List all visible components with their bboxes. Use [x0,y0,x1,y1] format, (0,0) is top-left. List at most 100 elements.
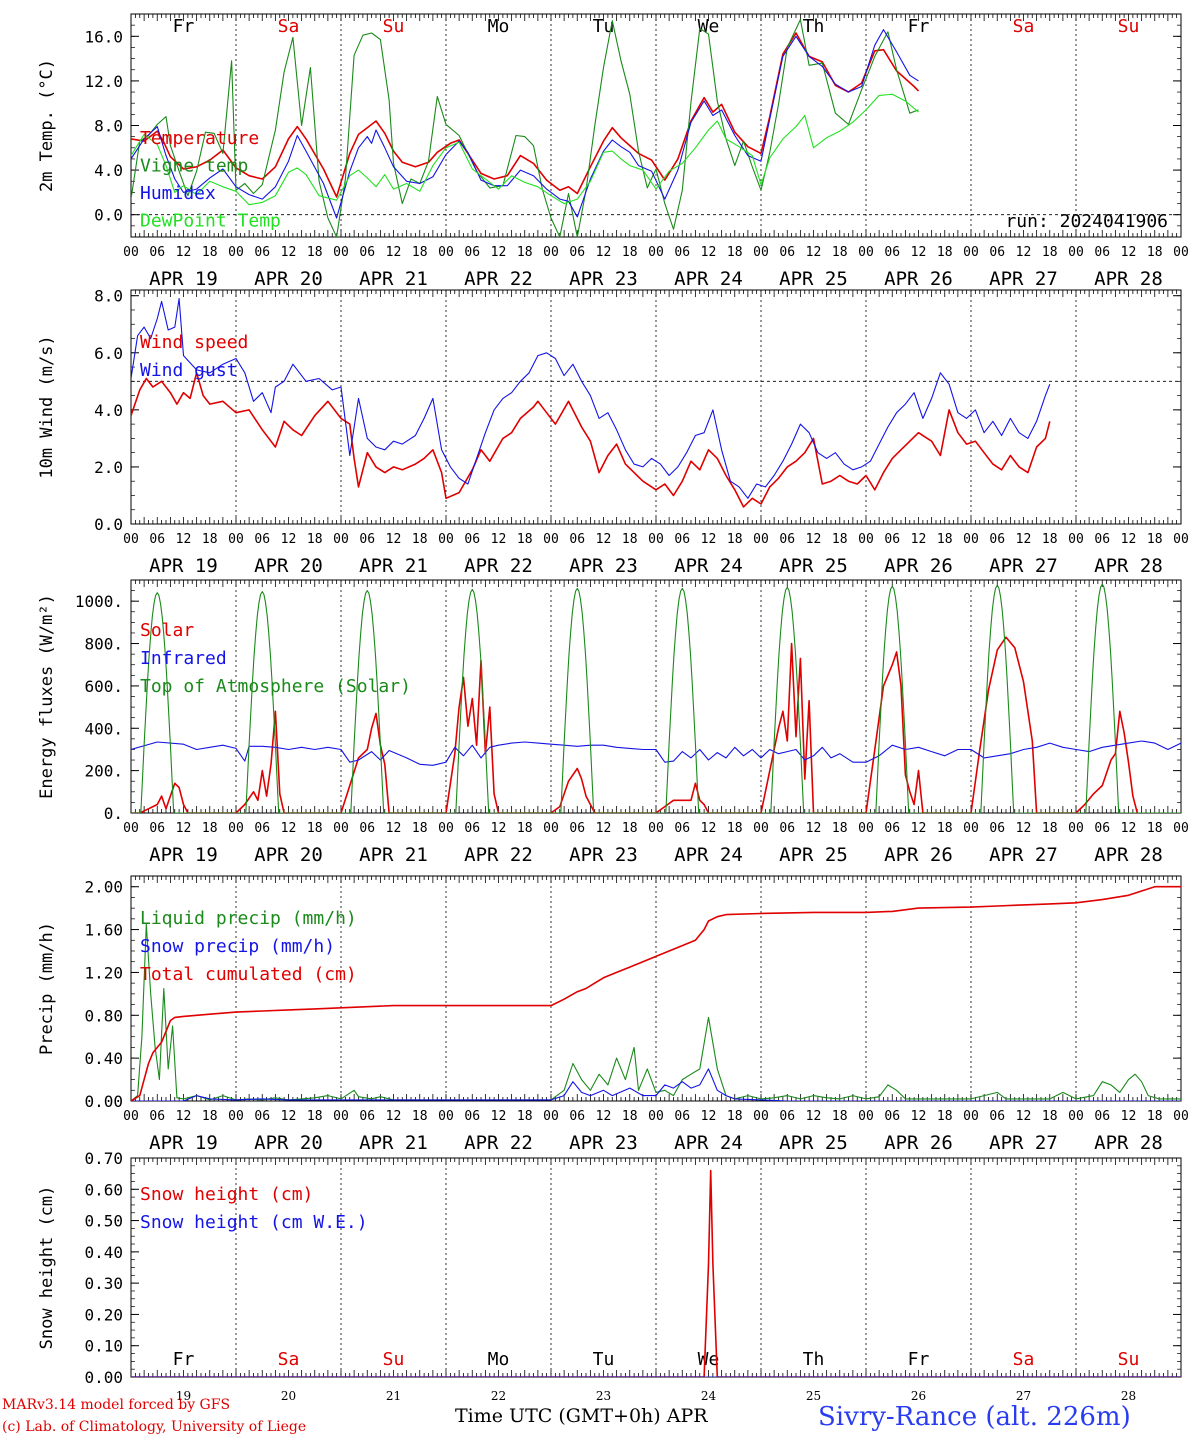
hour-label: 00 [228,1109,244,1124]
hour-label: 00 [1173,821,1189,836]
hour-label: 12 [176,532,192,547]
hour-label: 12 [1016,245,1032,260]
weekday-label: Su [383,16,405,37]
hour-label: 00 [1173,532,1189,547]
panel-4: 0.00 0.40 0.80 1.20 1.60 2.00 Precip (mm/h) 00 0… [37,875,1189,1154]
hour-label: 00 [858,245,874,260]
date-label: APR 28 [1094,1132,1163,1154]
day-number-label: 21 [386,1389,401,1403]
date-label: APR 19 [149,555,218,577]
date-label: APR 27 [989,844,1058,866]
hour-label: 12 [911,532,927,547]
date-label: APR 21 [359,844,428,866]
y-tick-label: 4.0 [94,401,123,420]
hour-label: 06 [989,532,1005,547]
hour-label: 00 [123,532,139,547]
y-tick-label: 6.0 [94,344,123,363]
series-line-snow-height-cm- [131,1169,1181,1377]
date-label: APR 25 [779,555,848,577]
y-tick-label: 8.0 [94,117,123,136]
day-number-label: 22 [491,1389,506,1403]
hour-label: 18 [1042,245,1058,260]
run-annotation: run: 2024041906 [1005,211,1168,232]
date-label: APR 23 [569,268,638,290]
hour-label: 18 [1042,532,1058,547]
hour-label: 18 [517,245,533,260]
hour-label: 00 [543,532,559,547]
hour-label: 00 [753,245,769,260]
weekday-label: Su [1118,1349,1140,1370]
hour-label: 12 [701,532,717,547]
date-label: APR 27 [989,1132,1058,1154]
hour-label: 18 [517,821,533,836]
series-line-snow-precip-mm-h- [131,1068,1181,1101]
model-credit: MARv3.14 model forced by GFS [2,1397,231,1413]
series-line-total-cumulated-cm- [131,885,1181,1101]
date-label: APR 19 [149,844,218,866]
hour-label: 12 [176,245,192,260]
y-tick-label: 0.00 [84,1368,123,1387]
hour-label: 12 [281,821,297,836]
hour-label: 00 [753,821,769,836]
hour-label: 06 [149,245,165,260]
hour-label: 18 [1147,821,1163,836]
series-group [131,19,920,237]
hour-label: 00 [963,821,979,836]
hour-label: 12 [911,821,927,836]
hour-label: 06 [254,245,270,260]
hour-label: 06 [884,821,900,836]
hour-label: 00 [753,532,769,547]
weekday-label: Sa [1013,1349,1035,1370]
legend-entry: Snow precip (mm/h) [140,936,335,957]
date-label: APR 20 [254,555,323,577]
weekday-label: Su [1118,16,1140,37]
hour-label: 00 [963,1109,979,1124]
hour-label: 12 [281,532,297,547]
hour-label: 06 [254,1109,270,1124]
day-number-label: 27 [1016,1389,1031,1403]
series-line-solar [131,636,1139,813]
hour-label: 18 [622,821,638,836]
hour-label: 18 [202,245,218,260]
hour-label: 18 [412,821,428,836]
legend-entry: Total cumulated (cm) [140,964,357,985]
hour-label: 18 [727,245,743,260]
hour-label: 18 [307,1109,323,1124]
y-axis-label: Energy fluxes (W/m²) [37,594,57,799]
hour-label: 18 [727,532,743,547]
hour-label: 18 [412,245,428,260]
hour-label: 12 [491,245,507,260]
date-label: APR 27 [989,268,1058,290]
hour-label: 06 [569,532,585,547]
hour-label: 06 [674,245,690,260]
hour-label: 06 [1094,532,1110,547]
series-line-humidex [131,29,919,219]
y-tick-label: 0.10 [84,1337,123,1356]
hour-label: 00 [543,1109,559,1124]
hour-label: 12 [806,821,822,836]
hour-label: 00 [648,821,664,836]
hour-label: 12 [386,532,402,547]
hour-label: 12 [806,532,822,547]
hour-label: 06 [1094,245,1110,260]
hour-label: 18 [412,1109,428,1124]
hour-label: 00 [333,245,349,260]
hour-label: 06 [779,245,795,260]
panel-3: 0. 200. 400. 600. 800. 1000. Energy fluxes (W/… [37,579,1189,866]
legend-entry: Wind speed [140,332,248,353]
hour-label: 00 [1173,245,1189,260]
day-number-label: 25 [806,1389,821,1403]
weekday-label: Tu [593,16,615,37]
hour-label: 00 [228,821,244,836]
hour-label: 18 [202,1109,218,1124]
weekday-label: Sa [278,1349,300,1370]
hour-label: 00 [333,1109,349,1124]
hour-label: 00 [1068,821,1084,836]
hour-label: 12 [911,245,927,260]
hour-label: 18 [622,532,638,547]
panel-2: 0.0 2.0 4.0 6.0 8.0 10m Wind (m/s) 00 06 12 18 APR… [37,287,1189,577]
panel-5: 0.00 0.10 0.20 0.30 0.40 0.50 0.60 0.70 Snow hei… [37,1149,1182,1403]
hour-label: 06 [359,245,375,260]
date-label: APR 28 [1094,844,1163,866]
series-group [131,885,1181,1101]
